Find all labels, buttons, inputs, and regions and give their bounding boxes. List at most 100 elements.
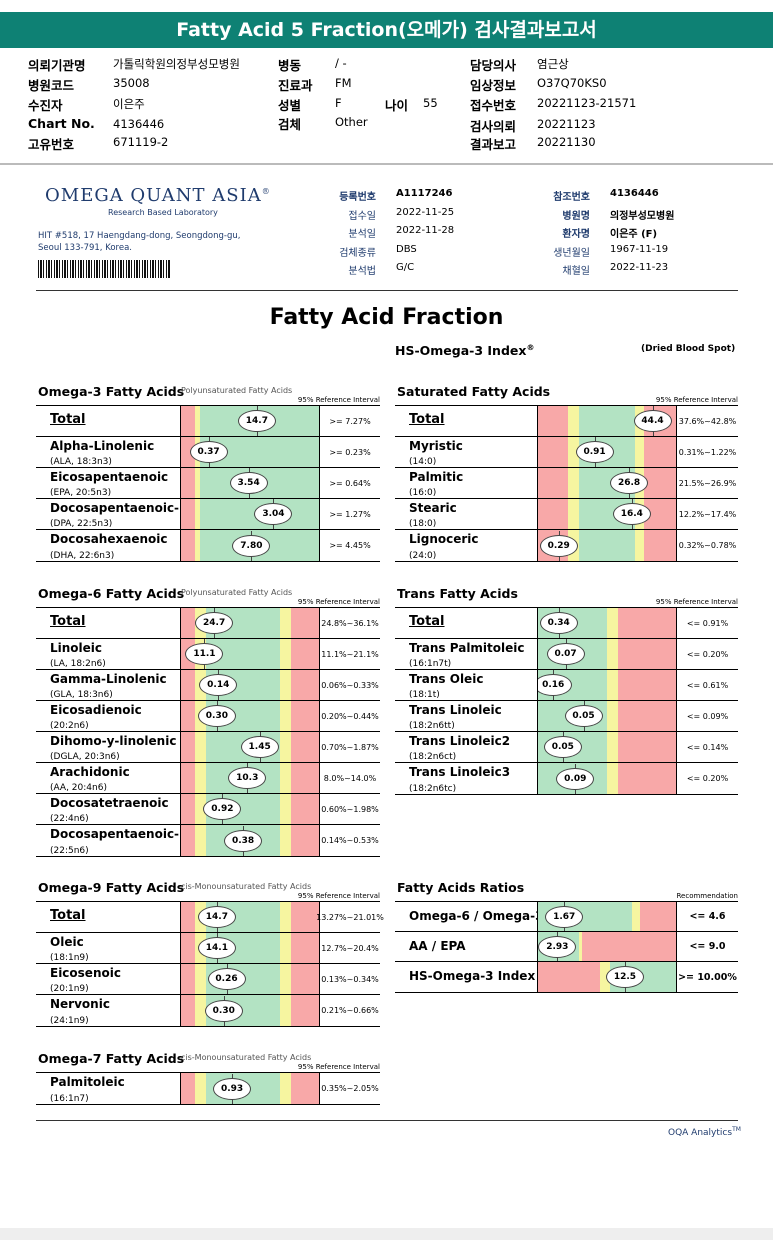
row-subtitle: (DPA, 22:5n3) — [50, 519, 113, 529]
range-segment-red — [291, 608, 319, 638]
table-row: Gamma-Linolenic (GLA, 18:3n6) 0.14 0.06%~0.… — [36, 670, 380, 701]
row-subtitle: (18:0) — [409, 519, 437, 529]
patient-value: 35008 — [113, 76, 150, 90]
value-marker: 24.7 — [195, 608, 234, 638]
table-row: HS-Omega-3 Index 12.5 >= 10.00% — [395, 962, 738, 992]
range-bar: 0.30 — [180, 995, 320, 1026]
patient-label: 성별 — [278, 98, 302, 113]
row-name: Lignoceric — [409, 532, 479, 546]
lab-info-value: G/C — [396, 262, 415, 273]
reference-header: 95% Reference Interval — [297, 598, 380, 606]
lab-address: HIT #518, 17 Haengdang-dong, Seongdong-g… — [38, 231, 241, 253]
row-name: Docosatetraenoic — [50, 796, 169, 810]
patient-label: 결과보고 — [470, 137, 517, 152]
main-title: Fatty Acid Fraction — [269, 305, 504, 330]
reference-value: >= 4.45% — [329, 541, 371, 550]
patient-label: Chart No. — [28, 116, 95, 131]
range-segment-red — [181, 701, 195, 731]
table-row: Myristic (14:0) 0.91 0.31%~1.22% — [395, 437, 738, 468]
patient-value: F — [335, 96, 342, 110]
reference-value: 11.1%~21.1% — [321, 649, 379, 659]
section-title: Saturated Fatty Acids — [397, 384, 551, 399]
reference-value: 0.06%~0.33% — [321, 680, 379, 690]
reference-value: 13.27%~21.01% — [316, 912, 384, 922]
patient-label: 고유번호 — [28, 137, 75, 152]
value-marker: 0.92 — [203, 794, 242, 824]
range-bar: 0.07 — [537, 639, 677, 669]
range-bar: 0.26 — [180, 964, 320, 994]
row-name: Total — [409, 614, 445, 629]
reference-value: <= 0.91% — [686, 618, 729, 628]
patient-label: 수진자 — [28, 98, 63, 113]
row-subtitle: (18:1n9) — [50, 953, 89, 963]
value-marker: 0.91 — [575, 437, 614, 467]
range-segment-yellow — [194, 1073, 206, 1104]
reference-value: >= 1.27% — [329, 509, 371, 519]
table-row: AA / EPA 2.93 <= 9.0 — [395, 932, 738, 962]
row-name: Gamma-Linolenic — [50, 672, 167, 686]
reference-header: 95% Reference Interval — [297, 1063, 380, 1071]
lab-info-value: 이은주 (F) — [610, 229, 658, 240]
row-name: HS-Omega-3 Index — [409, 969, 536, 983]
table-row: Linoleic (LA, 18:2n6) 11.1 11.1%~21.1% — [36, 639, 380, 670]
range-segment-red — [291, 1073, 319, 1104]
range-segment-yellow — [280, 701, 292, 731]
reference-header: 95% Reference Interval — [297, 396, 380, 404]
lab-info-label: 분석법 — [348, 266, 376, 277]
range-segment-yellow — [607, 701, 619, 731]
range-bar: 0.16 — [537, 670, 677, 700]
range-segment-yellow — [607, 639, 619, 669]
range-bar: 0.92 — [180, 794, 320, 824]
row-subtitle: (18:1t) — [409, 690, 440, 700]
range-segment-red — [181, 530, 195, 561]
patient-value: O37Q70KS0 — [537, 76, 607, 90]
range-segment-yellow — [568, 468, 580, 498]
section-title: Omega-3 Fatty Acids — [38, 384, 185, 399]
divider — [0, 163, 773, 165]
reference-value: 21.5%~26.9% — [678, 478, 737, 488]
lab-info-label: 참조번호 — [553, 192, 590, 203]
row-name: Docosapentaenoic-n3 — [50, 501, 196, 515]
range-segment-red — [538, 468, 569, 498]
range-segment-red — [618, 701, 676, 731]
row-name: Palmitic — [409, 470, 464, 484]
patient-label: 병동 — [278, 58, 302, 73]
row-name: Omega-6 / Omega-3 — [409, 909, 544, 923]
section-title: Omega-6 Fatty Acids — [38, 586, 185, 601]
patient-value: 4136446 — [113, 117, 165, 131]
row-subtitle: (ALA, 18:3n3) — [50, 457, 112, 467]
range-segment-yellow — [607, 763, 619, 794]
lab-info-value: 2022-11-23 — [610, 262, 669, 273]
range-segment-yellow — [280, 902, 292, 932]
barcode-icon — [38, 260, 170, 278]
value-marker: 0.29 — [539, 530, 578, 561]
row-subtitle: (EPA, 20:5n3) — [50, 488, 112, 498]
reference-value: 0.70%~1.87% — [321, 742, 379, 752]
lab-info-value: A1117246 — [396, 188, 453, 199]
reference-header: 95% Reference Interval — [655, 396, 738, 404]
value-marker: 3.54 — [229, 468, 268, 498]
reference-value: 0.21%~0.66% — [321, 1006, 379, 1015]
row-subtitle: (GLA, 18:3n6) — [50, 690, 113, 700]
range-bar: 0.14 — [180, 670, 320, 700]
section-title: Fatty Acids Ratios — [397, 880, 525, 895]
row-name: Eicosenoic — [50, 966, 121, 980]
reference-value: >= 0.23% — [329, 447, 371, 457]
range-segment-yellow — [280, 732, 292, 762]
lab-info-label: 분석일 — [348, 229, 376, 240]
range-segment-yellow — [194, 468, 201, 498]
patient-label: 의뢰기관명 — [28, 58, 86, 73]
range-segment-red — [291, 825, 319, 856]
result-table: Total 14.7 13.27%~21.01% Oleic (18:1n9) 14.1 1… — [36, 901, 384, 1027]
row-subtitle: (DHA, 22:6n3) — [50, 551, 115, 561]
value-marker: 26.8 — [610, 468, 649, 498]
patient-value: 671119-2 — [113, 135, 169, 149]
range-bar: 3.04 — [180, 499, 320, 529]
range-segment-red — [291, 794, 319, 824]
range-segment-yellow — [634, 437, 645, 467]
row-name: Docosapentaenoic-n6 — [50, 827, 196, 841]
section-title: Trans Fatty Acids — [397, 586, 518, 601]
lab-info-label: 병원명 — [562, 210, 590, 222]
lab-info-value: 1967-11-19 — [610, 243, 669, 255]
patient-label: 병원코드 — [28, 78, 75, 93]
